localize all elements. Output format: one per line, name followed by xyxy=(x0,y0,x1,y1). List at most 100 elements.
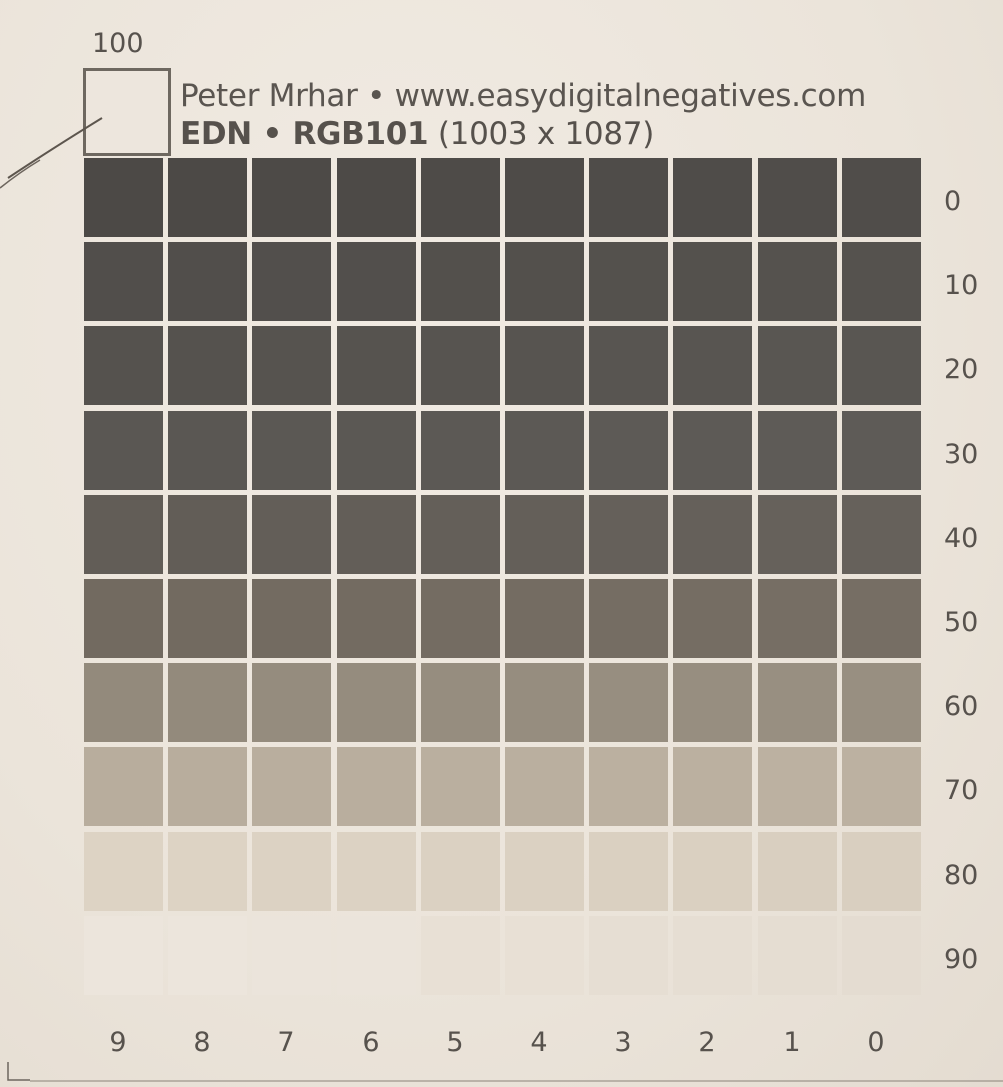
paper-white-reference-box xyxy=(83,68,171,156)
tone-patch xyxy=(505,326,584,405)
row-label: 40 xyxy=(944,523,979,554)
tone-patch xyxy=(421,411,500,490)
tone-patch xyxy=(84,747,163,826)
tone-patch xyxy=(168,495,247,574)
tone-patch xyxy=(337,495,416,574)
tone-patch xyxy=(842,158,921,237)
tone-patch xyxy=(252,832,331,911)
tone-patch xyxy=(673,916,752,995)
tone-patch xyxy=(84,326,163,405)
tone-step-grid xyxy=(84,158,926,1006)
tone-patch xyxy=(252,495,331,574)
tone-patch xyxy=(758,747,837,826)
tone-patch xyxy=(337,832,416,911)
row-label: 50 xyxy=(944,607,979,638)
tone-patch xyxy=(505,579,584,658)
column-label: 6 xyxy=(362,1027,380,1058)
tone-patch xyxy=(252,242,331,321)
tone-patch xyxy=(673,495,752,574)
tone-patch xyxy=(337,916,416,995)
tone-patch xyxy=(421,495,500,574)
tone-patch xyxy=(673,832,752,911)
tone-patch xyxy=(84,916,163,995)
tone-patch xyxy=(589,242,668,321)
row-label: 0 xyxy=(944,186,962,217)
author-credit: Peter Mrhar • www.easydigitalnegatives.c… xyxy=(180,78,866,114)
column-label: 1 xyxy=(783,1027,801,1058)
tone-patch xyxy=(252,916,331,995)
tone-patch xyxy=(758,663,837,742)
row-label: 20 xyxy=(944,354,979,385)
tone-patch xyxy=(84,495,163,574)
tone-patch xyxy=(842,326,921,405)
tone-patch xyxy=(337,326,416,405)
tone-patch xyxy=(758,579,837,658)
tone-patch xyxy=(758,158,837,237)
row-label: 30 xyxy=(944,439,979,470)
tone-patch xyxy=(505,663,584,742)
row-label: 60 xyxy=(944,691,979,722)
tone-patch xyxy=(842,242,921,321)
tone-patch xyxy=(673,579,752,658)
tone-patch xyxy=(421,663,500,742)
row-label: 70 xyxy=(944,775,979,806)
row-label: 10 xyxy=(944,270,979,301)
tone-patch xyxy=(758,326,837,405)
tone-patch xyxy=(337,663,416,742)
tone-patch xyxy=(421,242,500,321)
tone-patch xyxy=(589,326,668,405)
tone-patch xyxy=(252,579,331,658)
tone-patch xyxy=(842,579,921,658)
tone-patch xyxy=(84,579,163,658)
tone-patch xyxy=(505,747,584,826)
tone-patch xyxy=(421,747,500,826)
tone-patch xyxy=(505,242,584,321)
tone-patch xyxy=(252,326,331,405)
tone-patch xyxy=(673,411,752,490)
tone-patch xyxy=(673,326,752,405)
tone-patch xyxy=(337,242,416,321)
column-label: 9 xyxy=(109,1027,127,1058)
tone-patch xyxy=(168,916,247,995)
tone-patch xyxy=(589,411,668,490)
column-label: 2 xyxy=(698,1027,716,1058)
tone-patch xyxy=(168,411,247,490)
tone-patch xyxy=(673,242,752,321)
tone-patch xyxy=(421,158,500,237)
column-label: 3 xyxy=(614,1027,632,1058)
tone-patch xyxy=(421,916,500,995)
tone-patch xyxy=(589,495,668,574)
tone-patch xyxy=(168,579,247,658)
corner-value-label: 100 xyxy=(92,28,144,59)
tone-patch xyxy=(758,242,837,321)
tone-patch xyxy=(505,916,584,995)
tone-patch xyxy=(758,495,837,574)
tone-patch xyxy=(337,158,416,237)
tone-patch xyxy=(168,242,247,321)
tone-patch xyxy=(589,916,668,995)
tone-patch xyxy=(758,411,837,490)
tone-patch xyxy=(673,747,752,826)
tone-patch xyxy=(84,158,163,237)
chart-title-dimensions: (1003 x 1087) xyxy=(428,116,654,152)
tone-patch xyxy=(842,411,921,490)
tone-patch xyxy=(252,411,331,490)
tone-patch xyxy=(589,579,668,658)
column-label: 4 xyxy=(530,1027,548,1058)
tone-patch xyxy=(84,832,163,911)
scratch-mark-2 xyxy=(0,159,41,189)
tone-patch xyxy=(421,832,500,911)
chart-title-bold: EDN • RGB101 xyxy=(180,116,429,152)
tone-patch xyxy=(505,832,584,911)
tone-patch xyxy=(84,663,163,742)
tone-patch xyxy=(168,832,247,911)
tone-patch xyxy=(337,747,416,826)
tone-patch xyxy=(842,832,921,911)
tone-patch xyxy=(505,411,584,490)
tone-patch xyxy=(589,832,668,911)
tone-patch xyxy=(842,916,921,995)
tone-patch xyxy=(84,411,163,490)
tone-patch xyxy=(842,663,921,742)
tone-patch xyxy=(673,663,752,742)
tone-patch xyxy=(252,747,331,826)
